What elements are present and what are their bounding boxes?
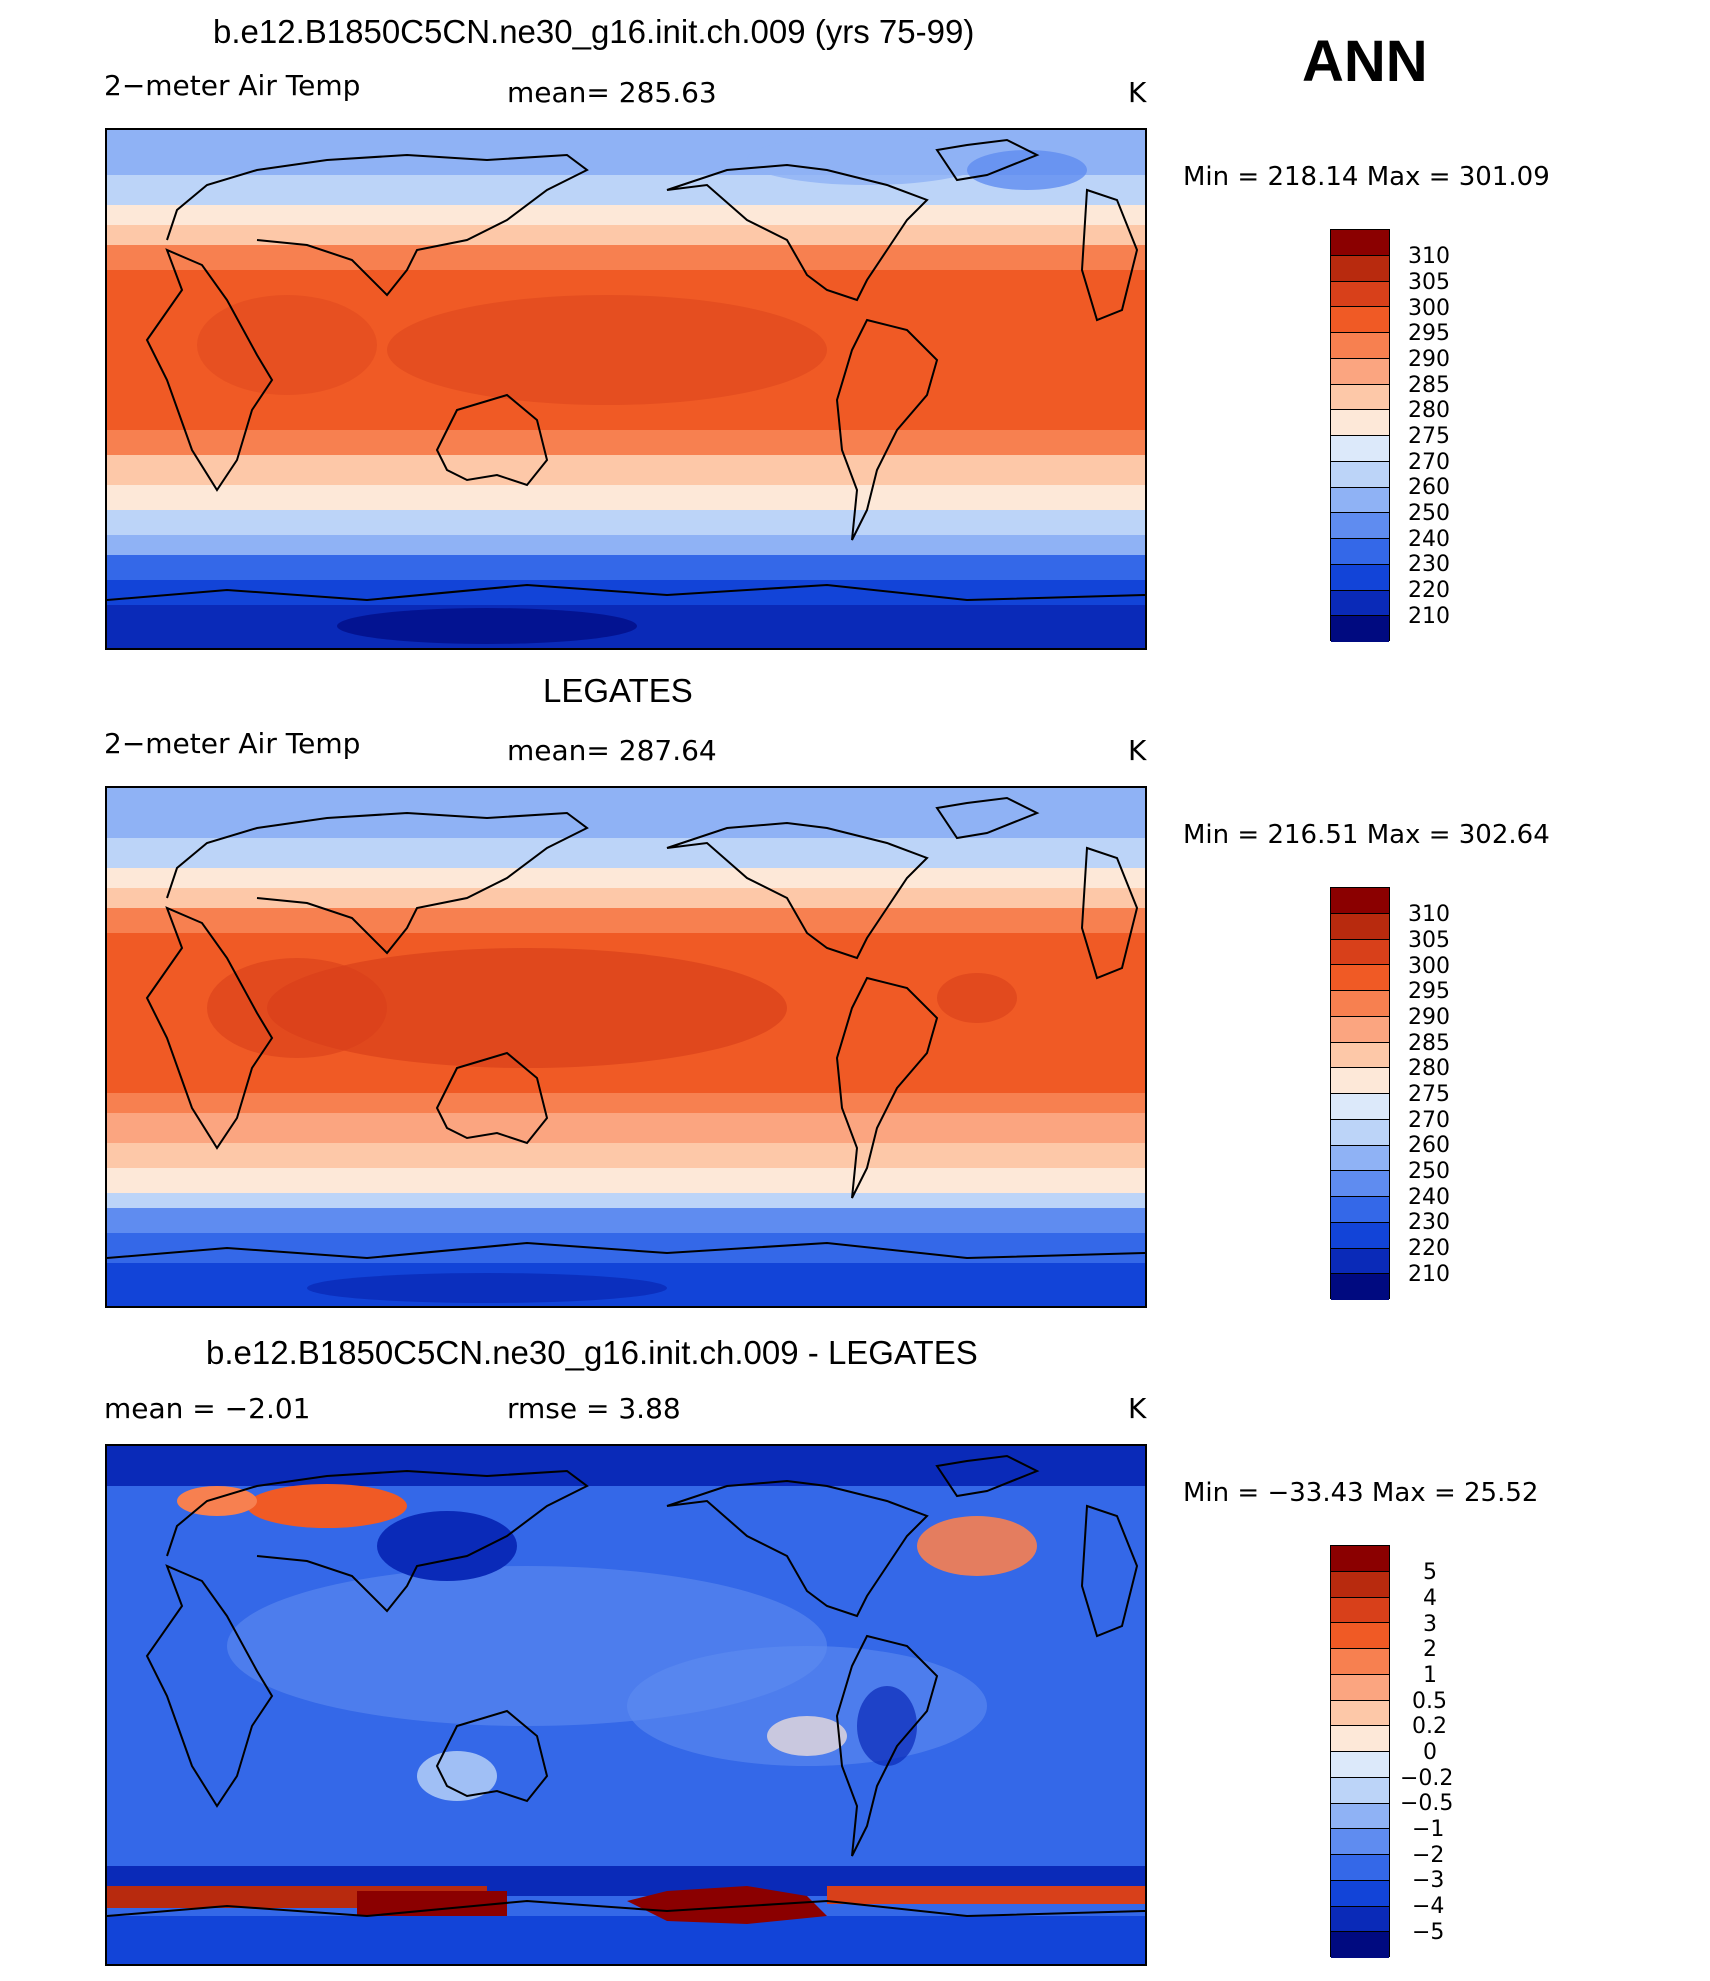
colorbar-tick: 210 <box>1408 604 1450 629</box>
colorbar-tick: 300 <box>1408 954 1450 979</box>
panel1-variable-label: 2−meter Air Temp <box>104 69 361 102</box>
panel2-variable-label: 2−meter Air Temp <box>104 727 361 760</box>
colorbar-tick: 220 <box>1408 578 1450 603</box>
colorbar-tick: 310 <box>1408 244 1450 269</box>
colorbar-tick: 0.2 <box>1412 1714 1447 1739</box>
panel1-temperature-field <box>107 130 1145 648</box>
season-label: ANN <box>1302 29 1428 94</box>
panel2-temperature-field <box>107 788 1145 1306</box>
colorbar-tick: 250 <box>1408 1159 1450 1184</box>
colorbar-tick: 270 <box>1408 450 1450 475</box>
colorbar-tick: 260 <box>1408 1133 1450 1158</box>
colorbar-tick: 280 <box>1408 1056 1450 1081</box>
colorbar-tick: −1 <box>1412 1817 1445 1842</box>
colorbar-tick: 0.5 <box>1412 1689 1447 1714</box>
panel2-minmax: Min = 216.51 Max = 302.64 <box>1183 820 1550 850</box>
panel2-map <box>105 786 1147 1308</box>
colorbar-tick: 4 <box>1423 1586 1437 1611</box>
panel3-rmse-label: rmse = 3.88 <box>507 1392 681 1425</box>
colorbar-tick: 1 <box>1423 1663 1437 1688</box>
panel3-minmax: Min = −33.43 Max = 25.52 <box>1183 1478 1539 1508</box>
colorbar-tick: 5 <box>1423 1560 1437 1585</box>
colorbar-tick: −5 <box>1412 1920 1445 1945</box>
panel1-colorbar <box>1330 229 1390 642</box>
colorbar-tick: 240 <box>1408 1185 1450 1210</box>
panel2-mean-label: mean= 287.64 <box>507 734 717 767</box>
colorbar-tick: −2 <box>1412 1843 1445 1868</box>
panel1-map <box>105 128 1147 650</box>
colorbar-tick: 250 <box>1408 501 1450 526</box>
panel2-colorbar <box>1330 887 1390 1300</box>
colorbar-tick: 295 <box>1408 979 1450 1004</box>
colorbar-tick: 270 <box>1408 1108 1450 1133</box>
panel1-mean-label: mean= 285.63 <box>507 76 717 109</box>
colorbar-tick: 290 <box>1408 347 1450 372</box>
panel1-title: b.e12.B1850C5CN.ne30_g16.init.ch.009 (yr… <box>213 13 975 50</box>
panel3-map <box>105 1444 1147 1966</box>
colorbar-tick: 275 <box>1408 424 1450 449</box>
colorbar-tick: 275 <box>1408 1082 1450 1107</box>
panel1-units: K <box>1128 76 1147 109</box>
panel3-difference-field <box>107 1446 1145 1964</box>
colorbar-tick: 3 <box>1423 1612 1437 1637</box>
colorbar-tick: 240 <box>1408 527 1450 552</box>
colorbar-tick: 260 <box>1408 475 1450 500</box>
colorbar-tick: 310 <box>1408 902 1450 927</box>
colorbar-tick: −3 <box>1412 1868 1445 1893</box>
colorbar-tick: 2 <box>1423 1637 1437 1662</box>
colorbar-tick: −4 <box>1412 1894 1445 1919</box>
colorbar-tick: 280 <box>1408 398 1450 423</box>
colorbar-tick: 285 <box>1408 1031 1450 1056</box>
panel2-units: K <box>1128 734 1147 767</box>
colorbar-tick: 305 <box>1408 928 1450 953</box>
panel2-title: LEGATES <box>543 672 693 709</box>
panel3-title: b.e12.B1850C5CN.ne30_g16.init.ch.009 - L… <box>206 1334 978 1371</box>
colorbar-tick: 230 <box>1408 552 1450 577</box>
colorbar-tick: 295 <box>1408 321 1450 346</box>
colorbar-tick: 220 <box>1408 1236 1450 1261</box>
colorbar-tick: 290 <box>1408 1005 1450 1030</box>
colorbar-tick: 305 <box>1408 270 1450 295</box>
panel3-units: K <box>1128 1392 1147 1425</box>
colorbar-tick: 0 <box>1423 1740 1437 1765</box>
colorbar-tick: 230 <box>1408 1210 1450 1235</box>
colorbar-tick: 210 <box>1408 1262 1450 1287</box>
colorbar-tick: −0.5 <box>1400 1791 1454 1816</box>
colorbar-tick: −0.2 <box>1400 1766 1454 1791</box>
colorbar-tick: 300 <box>1408 296 1450 321</box>
panel3-mean-label: mean = −2.01 <box>104 1392 311 1425</box>
panel3-colorbar <box>1330 1545 1390 1958</box>
panel1-minmax: Min = 218.14 Max = 301.09 <box>1183 162 1550 192</box>
colorbar-tick: 285 <box>1408 373 1450 398</box>
